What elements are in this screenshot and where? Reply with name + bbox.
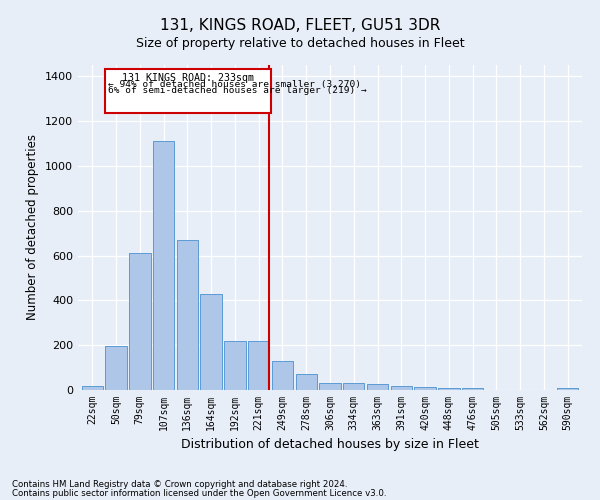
Bar: [462, 388, 484, 390]
Bar: [415, 386, 436, 390]
Bar: [82, 386, 103, 390]
Bar: [129, 252, 151, 390]
Bar: [319, 383, 341, 390]
Bar: [343, 383, 364, 390]
Bar: [200, 294, 222, 390]
Text: Size of property relative to detached houses in Fleet: Size of property relative to detached ho…: [136, 38, 464, 51]
Bar: [272, 361, 293, 390]
X-axis label: Distribution of detached houses by size in Fleet: Distribution of detached houses by size …: [181, 438, 479, 452]
Bar: [367, 384, 388, 390]
Text: Contains HM Land Registry data © Crown copyright and database right 2024.: Contains HM Land Registry data © Crown c…: [12, 480, 347, 489]
Bar: [391, 386, 412, 390]
Bar: [557, 388, 578, 390]
Text: 131 KINGS ROAD: 233sqm: 131 KINGS ROAD: 233sqm: [122, 73, 254, 83]
Bar: [296, 374, 317, 390]
Bar: [438, 388, 460, 390]
FancyBboxPatch shape: [106, 70, 271, 113]
Y-axis label: Number of detached properties: Number of detached properties: [26, 134, 40, 320]
Text: Contains public sector information licensed under the Open Government Licence v3: Contains public sector information licen…: [12, 488, 386, 498]
Bar: [248, 340, 269, 390]
Text: 131, KINGS ROAD, FLEET, GU51 3DR: 131, KINGS ROAD, FLEET, GU51 3DR: [160, 18, 440, 32]
Bar: [224, 340, 245, 390]
Bar: [153, 141, 174, 390]
Bar: [176, 240, 198, 390]
Text: 6% of semi-detached houses are larger (219) →: 6% of semi-detached houses are larger (2…: [108, 86, 367, 96]
Text: ← 94% of detached houses are smaller (3,270): ← 94% of detached houses are smaller (3,…: [108, 80, 361, 88]
Bar: [106, 346, 127, 390]
